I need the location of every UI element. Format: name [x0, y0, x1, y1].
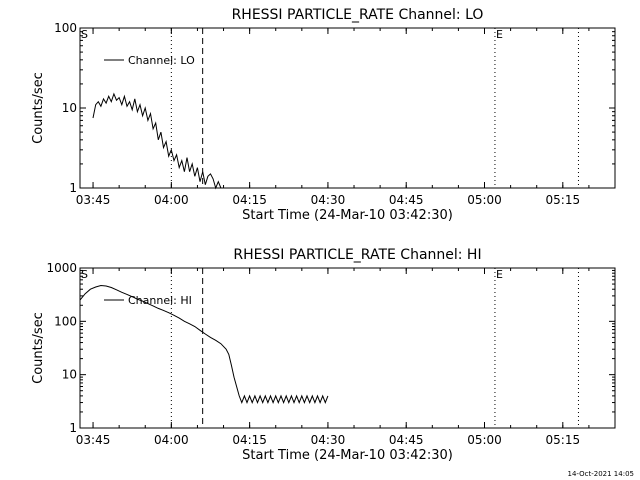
plot-frame	[79, 27, 616, 189]
chart-title: RHESSI PARTICLE_RATE Channel: LO	[232, 7, 484, 23]
marker-label: S	[81, 28, 88, 41]
y-axis-label: Counts/sec	[31, 72, 46, 144]
marker-label: S	[81, 268, 88, 281]
x-tick-label: 05:15	[546, 193, 581, 207]
y-tick-label: 1	[69, 421, 77, 435]
y-tick-label: 10	[62, 368, 77, 382]
plot-frame	[79, 267, 616, 429]
marker-label: E	[496, 268, 503, 281]
x-tick-label: 04:30	[311, 433, 346, 447]
x-tick-label: 04:00	[154, 193, 189, 207]
x-tick-label: 05:00	[467, 193, 502, 207]
timestamp: 14-Oct-2021 14:05	[567, 470, 634, 478]
y-tick-label: 1000	[46, 261, 77, 275]
marker-label: E	[496, 28, 503, 41]
y-tick-label: 100	[54, 314, 77, 328]
x-tick-label: 05:00	[467, 433, 502, 447]
series-line	[92, 92, 250, 190]
y-axis-label: Counts/sec	[31, 312, 46, 384]
x-tick-label: 04:45	[389, 433, 424, 447]
x-tick-label: 04:15	[232, 433, 267, 447]
series-line	[79, 284, 329, 404]
chart-title: RHESSI PARTICLE_RATE Channel: HI	[233, 247, 481, 263]
x-tick-label: 04:45	[389, 193, 424, 207]
y-tick-label: 100	[54, 21, 77, 35]
y-tick-label: 1	[69, 181, 77, 195]
x-tick-label: 03:45	[76, 193, 111, 207]
y-tick-label: 10	[62, 101, 77, 115]
x-tick-label: 03:45	[76, 433, 111, 447]
x-tick-label: 04:00	[154, 433, 189, 447]
x-axis-label: Start Time (24-Mar-10 03:42:30)	[242, 208, 453, 223]
x-tick-label: 05:15	[546, 433, 581, 447]
legend-label: Channel: LO	[128, 54, 195, 67]
x-axis-label: Start Time (24-Mar-10 03:42:30)	[242, 448, 453, 463]
x-tick-label: 04:30	[311, 193, 346, 207]
legend-label: Channel: HI	[128, 294, 192, 307]
x-tick-label: 04:15	[232, 193, 267, 207]
